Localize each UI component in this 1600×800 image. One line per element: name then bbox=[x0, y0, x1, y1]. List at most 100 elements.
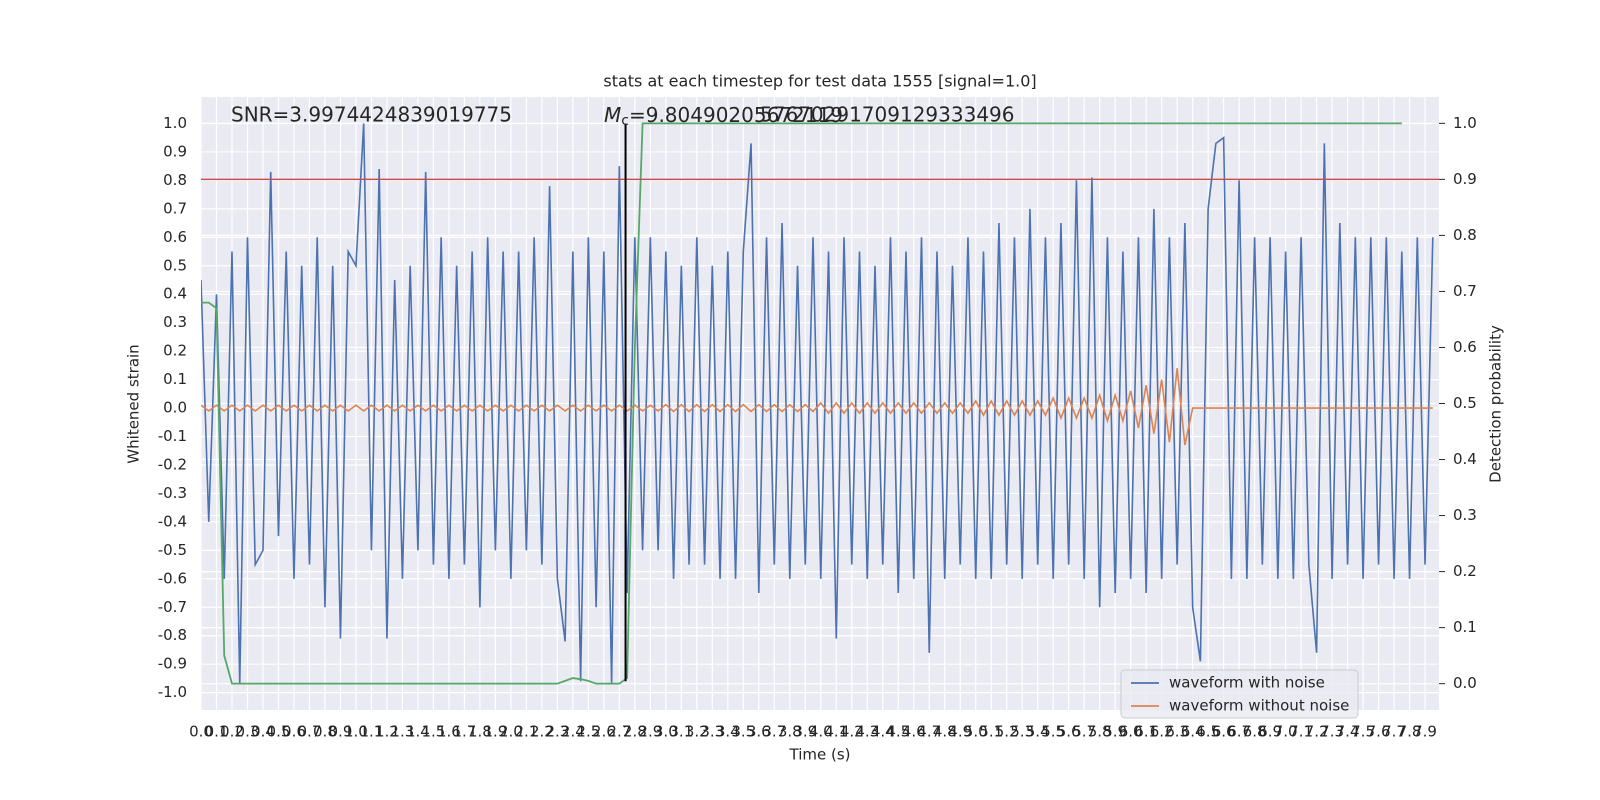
x-tick-label: 6.2 bbox=[1150, 723, 1174, 741]
y-tick-label: 0.1 bbox=[163, 370, 187, 388]
x-tick-label: 2.2 bbox=[530, 723, 554, 741]
x-tick-label: 6.0 bbox=[1119, 723, 1143, 741]
y2-tick-label: 0.2 bbox=[1453, 562, 1477, 580]
x-tick-label: 3.0 bbox=[654, 723, 678, 741]
y2-tick-label: 1.0 bbox=[1453, 114, 1477, 132]
x-tick-label: 5.2 bbox=[995, 723, 1019, 741]
x-tick-label: 7.8 bbox=[1398, 723, 1422, 741]
x-tick-label: 0.2 bbox=[220, 723, 244, 741]
x-tick-label: 5.6 bbox=[1057, 723, 1081, 741]
y-tick-label: 0.7 bbox=[163, 199, 187, 217]
x-tick-label: 4.4 bbox=[871, 723, 895, 741]
x-tick-label: 3.7 bbox=[762, 723, 786, 741]
x-tick-label: 5.0 bbox=[964, 723, 988, 741]
x-tick-label: 0.9 bbox=[329, 723, 353, 741]
x-tick-label: 2.0 bbox=[499, 723, 523, 741]
y-tick-label: -1.0 bbox=[158, 683, 187, 701]
y-tick-label: -0.5 bbox=[158, 541, 187, 559]
y-axis-label: Whitened strain bbox=[125, 344, 143, 463]
x-tick-label: 7.4 bbox=[1336, 723, 1360, 741]
probability-line bbox=[201, 122, 1402, 685]
x-tick-label: 3.5 bbox=[731, 723, 755, 741]
y-tick-label: -0.7 bbox=[158, 598, 187, 616]
x-tick-label: 7.0 bbox=[1274, 723, 1298, 741]
x-tick-label: 6.5 bbox=[1196, 723, 1220, 741]
series-line bbox=[201, 368, 1433, 446]
y2-tick-label: 0.3 bbox=[1453, 506, 1477, 524]
x-tick-label: 0.4 bbox=[251, 723, 275, 741]
x-tick-label: 0.6 bbox=[282, 723, 306, 741]
x-tick-label: 6.6 bbox=[1212, 723, 1236, 741]
x-tick-label: 0.1 bbox=[205, 723, 229, 741]
annotation: 57670291709129333496 bbox=[760, 103, 1015, 127]
x-tick-label: 4.3 bbox=[855, 723, 879, 741]
x-tick-label: 1.5 bbox=[421, 723, 445, 741]
x-tick-label: 2.4 bbox=[561, 723, 585, 741]
x-tick-label: 7.6 bbox=[1367, 723, 1391, 741]
x-tick-label: 4.8 bbox=[933, 723, 957, 741]
x-tick-label: 3.2 bbox=[685, 723, 709, 741]
annotation-subscript: c bbox=[621, 113, 629, 129]
legend-box bbox=[1120, 669, 1359, 719]
y-tick-label: 0.3 bbox=[163, 313, 187, 331]
y-tick-label: 0.2 bbox=[163, 342, 187, 360]
y-tick-label: -0.3 bbox=[158, 484, 187, 502]
annotation-text: =9.80490205672119 bbox=[629, 103, 843, 127]
y2-tick-label: 0.9 bbox=[1453, 170, 1477, 188]
x-tick-label: 0.5 bbox=[267, 723, 291, 741]
x-tick-label: 6.7 bbox=[1227, 723, 1251, 741]
x-tick-label: 5.9 bbox=[1103, 723, 1127, 741]
x-tick-label: 7.5 bbox=[1351, 723, 1375, 741]
x-tick-label: 3.6 bbox=[747, 723, 771, 741]
x-tick-label: 3.8 bbox=[778, 723, 802, 741]
y2-tick-label: 0.7 bbox=[1453, 282, 1477, 300]
x-tick-label: 1.8 bbox=[468, 723, 492, 741]
x-tick-label: 4.2 bbox=[840, 723, 864, 741]
legend-label: waveform with noise bbox=[1169, 674, 1325, 692]
x-tick-label: 0.7 bbox=[298, 723, 322, 741]
x-tick-label: 1.4 bbox=[406, 723, 430, 741]
x-tick-label: 5.8 bbox=[1088, 723, 1112, 741]
legend-label: waveform without noise bbox=[1169, 697, 1349, 715]
x-tick-label: 2.8 bbox=[623, 723, 647, 741]
y-tick-label: 0.6 bbox=[163, 228, 187, 246]
x-tick-label: 5.7 bbox=[1072, 723, 1096, 741]
x-axis-label: Time (s) bbox=[789, 746, 851, 764]
y2-tick-label: 0.0 bbox=[1453, 674, 1477, 692]
x-tick-label: 1.9 bbox=[483, 723, 507, 741]
y-tick-label: 0.9 bbox=[163, 142, 187, 160]
x-tick-label: 2.6 bbox=[592, 723, 616, 741]
y-tick-label: 0.5 bbox=[163, 256, 187, 274]
x-tick-label: 1.7 bbox=[452, 723, 476, 741]
x-tick-label: 3.9 bbox=[793, 723, 817, 741]
y-tick-label: 0.8 bbox=[163, 171, 187, 189]
x-tick-label: 0.3 bbox=[236, 723, 260, 741]
x-tick-label: 6.1 bbox=[1134, 723, 1158, 741]
y-tick-label: -0.8 bbox=[158, 626, 187, 644]
y2-axis-label: Detection probability bbox=[1487, 325, 1505, 483]
annotation: Mc=9.80490205672119 bbox=[604, 103, 843, 130]
y2-tick-label: 0.8 bbox=[1453, 226, 1477, 244]
x-tick-label: 6.4 bbox=[1181, 723, 1205, 741]
x-tick-label: 5.5 bbox=[1041, 723, 1065, 741]
x-tick-label: 2.9 bbox=[638, 723, 662, 741]
x-tick-label: 7.2 bbox=[1305, 723, 1329, 741]
x-tick-label: 1.3 bbox=[390, 723, 414, 741]
x-tick-label: 7.9 bbox=[1413, 723, 1437, 741]
x-tick-label: 5.4 bbox=[1026, 723, 1050, 741]
y-tick-label: -0.6 bbox=[158, 569, 187, 587]
x-tick-label: 2.1 bbox=[514, 723, 538, 741]
x-tick-label: 0.0 bbox=[189, 723, 213, 741]
x-tick-label: 3.3 bbox=[700, 723, 724, 741]
x-tick-label: 2.7 bbox=[607, 723, 631, 741]
x-tick-label: 0.8 bbox=[313, 723, 337, 741]
x-tick-label: 1.6 bbox=[437, 723, 461, 741]
x-tick-label: 2.3 bbox=[545, 723, 569, 741]
y-tick-label: -0.2 bbox=[158, 455, 187, 473]
y2-tick-label: 0.6 bbox=[1453, 338, 1477, 356]
x-tick-label: 5.3 bbox=[1010, 723, 1034, 741]
x-tick-label: 6.3 bbox=[1165, 723, 1189, 741]
x-tick-label: 3.4 bbox=[716, 723, 740, 741]
x-tick-label: 4.7 bbox=[917, 723, 941, 741]
